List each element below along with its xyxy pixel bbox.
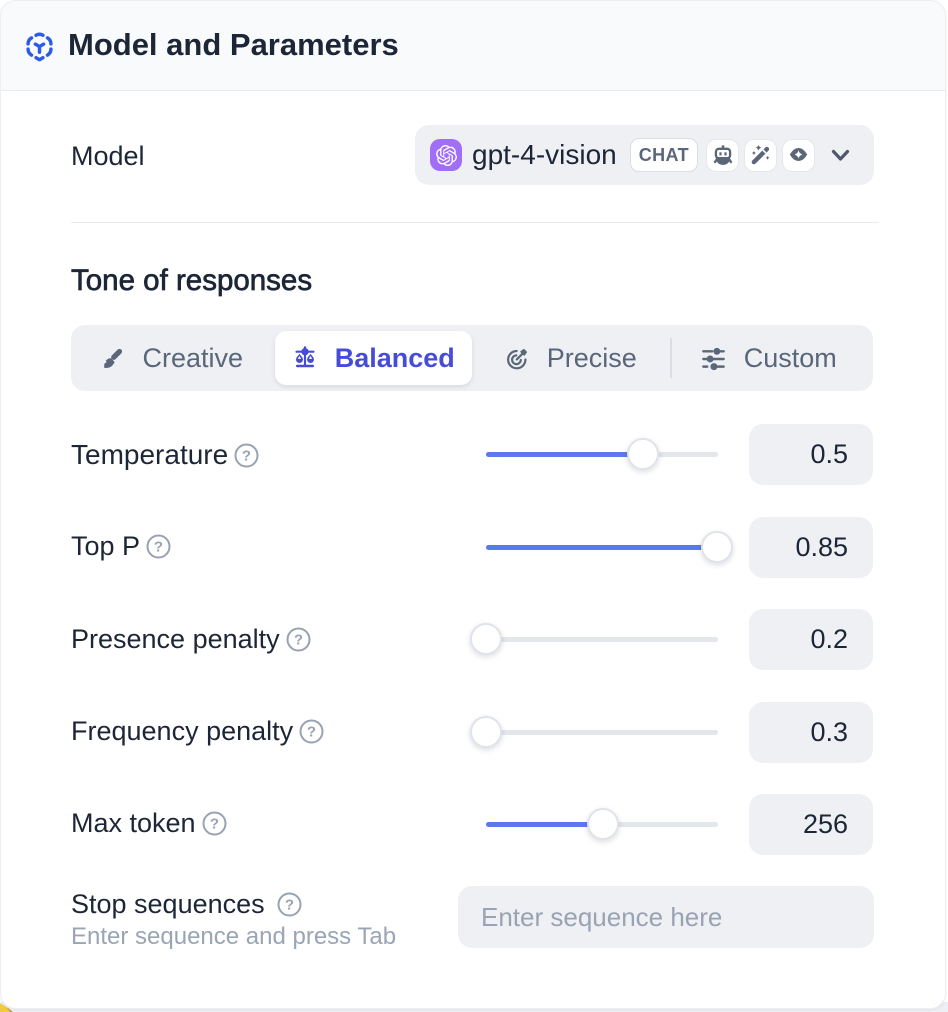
svg-text:?: ? <box>209 816 218 833</box>
svg-text:?: ? <box>294 632 303 649</box>
svg-text:?: ? <box>285 897 294 914</box>
svg-text:?: ? <box>154 539 163 556</box>
svg-text:?: ? <box>307 724 316 741</box>
svg-text:?: ? <box>242 447 251 464</box>
